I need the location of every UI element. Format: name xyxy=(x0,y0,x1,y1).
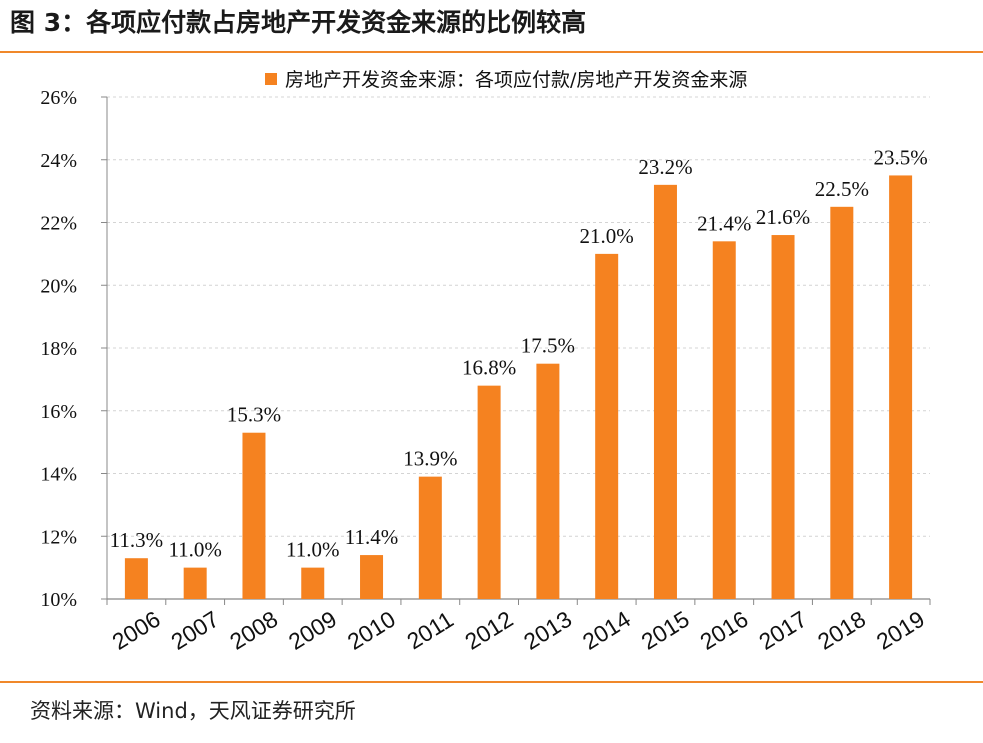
data-labels: 11.3% 11.0%15.3%11.0%11.4%13.9%16.8%17.5%… xyxy=(110,145,928,561)
y-tick-label: 10% xyxy=(40,589,77,611)
bar-2008 xyxy=(242,432,266,599)
bars xyxy=(124,175,913,600)
bar-2013 xyxy=(536,363,560,599)
data-label-2008: 15.3% xyxy=(227,403,281,427)
legend: 房地产开发资金来源：各项应付款/房地产开发资金来源 xyxy=(265,69,747,91)
bar-chart: 10%12%14%16%18%20%22%24%26%2006 2007 2008 2… xyxy=(40,69,931,655)
y-tick-label: 24% xyxy=(40,150,77,172)
bar-2018 xyxy=(830,206,854,599)
x-tick-label: 2009 xyxy=(284,606,341,655)
y-tick-label: 22% xyxy=(40,213,77,235)
x-tick-label: 2016 xyxy=(695,606,752,655)
x-tick-label: 2018 xyxy=(813,606,870,655)
bar-2011 xyxy=(418,476,442,599)
x-tick-label: 2006 xyxy=(108,606,165,655)
bar-2009 xyxy=(301,567,325,599)
y-tick-label: 20% xyxy=(40,275,77,297)
legend-swatch xyxy=(265,73,277,85)
footer-divider xyxy=(0,681,983,683)
x-tick-label: 2007 xyxy=(166,606,223,655)
x-tick-label: 2017 xyxy=(754,606,811,655)
y-tick-label: 18% xyxy=(40,338,77,360)
bar-2006 xyxy=(124,558,148,599)
x-tick-label: 2011 xyxy=(402,606,458,654)
x-tick-label: 2019 xyxy=(872,606,929,655)
bar-2016 xyxy=(712,241,736,599)
data-label-2012: 16.8% xyxy=(462,356,516,380)
y-tick-label: 16% xyxy=(40,401,77,423)
data-label-2017: 21.6% xyxy=(756,205,810,229)
x-tick-label: 2010 xyxy=(343,606,400,655)
data-label-2015: 23.2% xyxy=(638,155,692,179)
bar-2010 xyxy=(360,555,384,599)
data-label-2019: 23.5% xyxy=(873,145,927,169)
bar-2017 xyxy=(771,235,795,600)
data-label-2006: 11.3% xyxy=(110,528,163,552)
data-label-2014: 21.0% xyxy=(580,224,634,248)
data-label-2009: 11.0% xyxy=(286,538,339,562)
legend-label: 房地产开发资金来源：各项应付款/房地产开发资金来源 xyxy=(285,69,747,91)
bar-2012 xyxy=(477,385,501,599)
bar-2015 xyxy=(653,184,677,599)
x-tick-label: 2013 xyxy=(519,606,576,655)
y-tick-label: 14% xyxy=(40,464,77,486)
x-tick-label: 2014 xyxy=(578,606,635,655)
y-tick-label: 12% xyxy=(40,526,77,548)
x-tick-label: 2008 xyxy=(225,606,282,655)
data-label-2010: 11.4% xyxy=(345,525,398,549)
data-label-2016: 21.4% xyxy=(697,211,751,235)
data-label-2011: 13.9% xyxy=(403,447,457,471)
data-label-2007: 11.0% xyxy=(168,538,221,562)
data-label-2013: 17.5% xyxy=(521,334,575,358)
x-tick-label: 2015 xyxy=(637,606,694,655)
source-note: 资料来源：Wind，天风证券研究所 xyxy=(30,699,356,723)
title-divider xyxy=(0,51,983,53)
data-label-2018: 22.5% xyxy=(815,177,869,201)
gridlines xyxy=(107,96,930,537)
bar-2014 xyxy=(595,253,619,599)
figure-title: 图 3：各项应付款占房地产开发资金来源的比例较高 xyxy=(10,8,587,37)
bar-2019 xyxy=(889,175,913,599)
bar-2007 xyxy=(183,567,207,599)
y-tick-label: 26% xyxy=(40,87,77,109)
x-tick-label: 2012 xyxy=(460,606,517,655)
